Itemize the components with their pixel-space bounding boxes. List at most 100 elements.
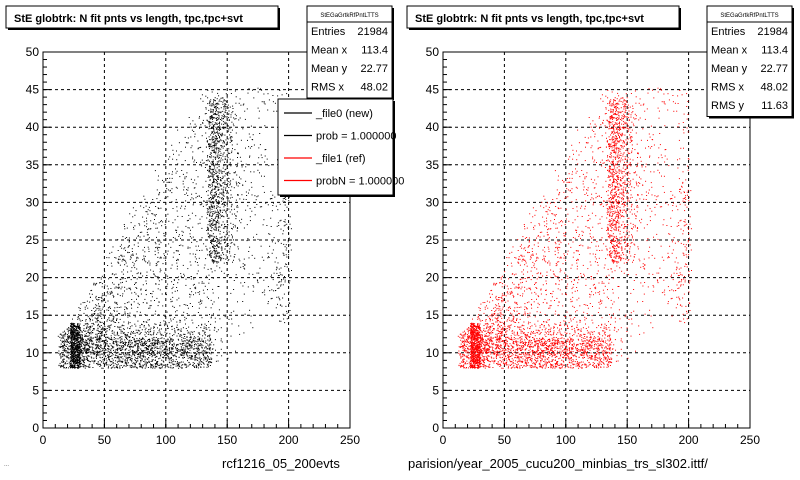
left-point [118, 307, 120, 308]
left-point [117, 338, 119, 340]
left-point [189, 303, 191, 304]
left-point [171, 264, 173, 266]
left-point [78, 354, 80, 356]
left-point [224, 122, 226, 124]
left-point [188, 326, 190, 328]
left-point [221, 178, 223, 179]
left-point [213, 145, 215, 147]
left-point [213, 165, 215, 167]
left-point [232, 159, 234, 161]
left-point [73, 356, 75, 358]
left-point [235, 199, 237, 201]
left-point [155, 366, 157, 368]
left-point [207, 169, 209, 171]
left-point [161, 350, 163, 352]
left-point [250, 315, 252, 317]
left-point [134, 341, 135, 343]
left-point [222, 198, 224, 199]
left-point [124, 278, 126, 279]
left-point [222, 126, 224, 128]
left-point [114, 334, 116, 336]
left-point [209, 225, 211, 227]
left-point [231, 209, 233, 211]
left-point [211, 271, 213, 273]
left-point [216, 256, 218, 257]
left-point [99, 366, 101, 367]
left-point [207, 335, 209, 336]
left-point [68, 352, 70, 354]
left-point [253, 286, 255, 288]
left-point [107, 350, 109, 352]
left-point [98, 297, 100, 298]
left-point [196, 327, 198, 329]
left-point [210, 152, 212, 154]
left-point [173, 367, 174, 369]
left-point [220, 216, 222, 217]
left-point [231, 196, 233, 198]
left-point [192, 333, 194, 335]
left-point [249, 156, 250, 158]
left-point [209, 221, 211, 223]
left-point [147, 319, 149, 321]
left-point [221, 172, 223, 174]
left-point [77, 357, 79, 358]
left-point [131, 304, 132, 306]
left-point [217, 252, 219, 254]
left-point [143, 342, 145, 344]
left-point [171, 349, 173, 350]
left-point [85, 352, 87, 354]
left-point [208, 236, 210, 238]
left-point [199, 301, 201, 302]
left-point [143, 354, 145, 356]
left-point [96, 347, 98, 348]
left-point [230, 312, 232, 314]
left-point [278, 268, 280, 270]
left-point [277, 222, 279, 224]
left-point [99, 325, 100, 327]
left-point [160, 269, 162, 271]
left-point [166, 181, 168, 183]
left-point [239, 260, 241, 262]
left-point [122, 348, 124, 350]
left-point [217, 360, 219, 362]
left-point [211, 109, 213, 111]
left-point [152, 364, 154, 366]
left-point [215, 153, 217, 155]
left-point [184, 176, 186, 178]
left-point [106, 343, 108, 345]
left-point [136, 237, 137, 239]
left-point [60, 357, 62, 359]
left-point [282, 252, 284, 254]
left-point [209, 223, 211, 225]
left-point [226, 97, 228, 99]
left-point [75, 343, 77, 344]
left-point [218, 103, 220, 105]
left-point [219, 184, 221, 186]
left-point [71, 350, 72, 352]
left-point [211, 149, 213, 151]
left-point [197, 140, 199, 142]
left-point [115, 322, 117, 323]
left-point [218, 223, 220, 225]
left-point [190, 278, 192, 280]
left-point [206, 239, 208, 241]
left-point [229, 181, 231, 183]
left-point [207, 233, 209, 235]
left-point [214, 248, 215, 250]
left-point [108, 366, 109, 368]
left-point [142, 365, 144, 367]
left-point [89, 332, 91, 333]
left-point [121, 254, 123, 256]
left-point [156, 261, 158, 263]
left-point [154, 241, 156, 243]
left-point [151, 355, 153, 357]
left-point [223, 204, 225, 206]
left-point [226, 127, 228, 129]
left-point [225, 241, 226, 243]
left-point [158, 208, 160, 209]
left-point [72, 325, 74, 327]
left-point [234, 118, 236, 120]
left-point [201, 302, 203, 304]
left-point [248, 251, 250, 252]
left-point [209, 118, 211, 120]
